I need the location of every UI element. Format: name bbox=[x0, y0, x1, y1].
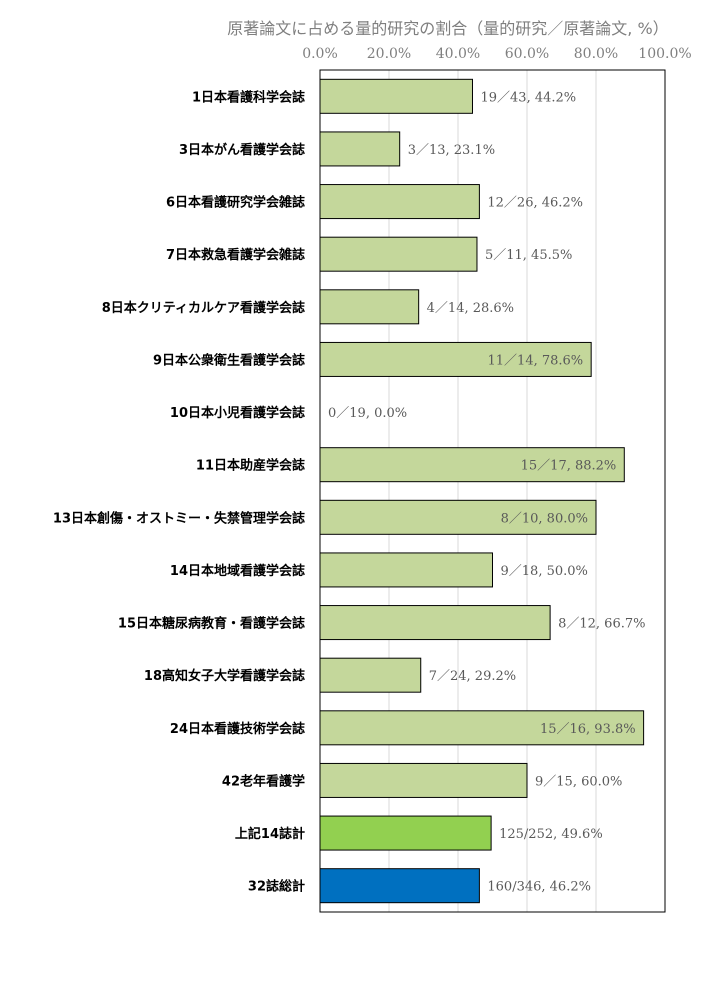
data-label: 19／43, 44.2% bbox=[480, 90, 576, 105]
bar bbox=[319, 131, 401, 167]
category-label: 24日本看護技術学会誌 bbox=[170, 721, 305, 737]
x-tick-label: 60.0% bbox=[505, 46, 549, 62]
data-label: 9／15, 60.0% bbox=[535, 774, 622, 789]
data-label: 125/252, 49.6% bbox=[499, 827, 603, 842]
x-tick-label: 80.0% bbox=[574, 46, 618, 62]
bar bbox=[319, 552, 493, 588]
bar bbox=[319, 710, 645, 746]
data-label: 9／18, 50.0% bbox=[501, 564, 588, 579]
category-label: 7日本救急看護学会雑誌 bbox=[166, 247, 305, 263]
bar bbox=[319, 657, 422, 693]
category-label: 3日本がん看護学会誌 bbox=[179, 142, 305, 158]
bar bbox=[319, 762, 528, 798]
data-label: 8／10, 80.0% bbox=[501, 511, 588, 526]
category-label: 上記14誌計 bbox=[235, 826, 305, 842]
data-label: 15／16, 93.8% bbox=[540, 722, 636, 737]
data-label: 11／14, 78.6% bbox=[488, 353, 584, 368]
category-label: 14日本地域看護学会誌 bbox=[170, 563, 305, 579]
category-label: 1日本看護科学会誌 bbox=[192, 89, 305, 105]
category-label: 13日本創傷・オストミー・失禁管理学会誌 bbox=[53, 510, 305, 526]
category-label: 8日本クリティカルケア看護学会誌 bbox=[102, 300, 305, 316]
category-label: 6日本看護研究学会雑誌 bbox=[166, 195, 305, 211]
bar bbox=[319, 605, 551, 641]
category-label: 18高知女子大学看護学会誌 bbox=[144, 668, 305, 684]
chart-title: 原著論文に占める量的研究の割合（量的研究／原著論文, %） bbox=[227, 19, 668, 38]
bars bbox=[319, 78, 645, 904]
data-label: 12／26, 46.2% bbox=[487, 196, 583, 211]
category-label: 11日本助産学会誌 bbox=[196, 458, 305, 474]
x-tick-label: 0.0% bbox=[302, 46, 338, 62]
data-label: 4／14, 28.6% bbox=[427, 301, 514, 316]
data-label: 8／12, 66.7% bbox=[558, 617, 645, 632]
bar bbox=[319, 236, 478, 272]
data-label: 160/346, 46.2% bbox=[487, 880, 591, 895]
category-label: 9日本公衆衛生看護学会誌 bbox=[153, 352, 305, 368]
x-tick-label: 100.0% bbox=[638, 46, 691, 62]
bar bbox=[319, 815, 492, 851]
bar bbox=[319, 447, 625, 483]
x-tick-label: 20.0% bbox=[367, 46, 411, 62]
data-label: 7／24, 29.2% bbox=[429, 669, 516, 684]
bar bbox=[319, 289, 420, 325]
category-label: 10日本小児看護学会誌 bbox=[170, 405, 305, 421]
bar bbox=[319, 78, 473, 114]
data-label: 3／13, 23.1% bbox=[408, 143, 495, 158]
bar bbox=[319, 499, 597, 535]
data-label: 15／17, 88.2% bbox=[521, 459, 617, 474]
bar bbox=[319, 184, 480, 220]
category-labels: 1日本看護科学会誌 3日本がん看護学会誌 6日本看護研究学会雑誌 7日本救急看護学会雑… bbox=[53, 89, 305, 894]
x-tick-label: 40.0% bbox=[436, 46, 480, 62]
category-label: 42老年看護学 bbox=[222, 773, 305, 789]
plot-area-border bbox=[319, 69, 666, 913]
category-label: 32誌総計 bbox=[248, 879, 305, 895]
data-label: 0／19, 0.0% bbox=[328, 406, 407, 421]
data-labels: 19／43, 44.2% 3／13, 23.1% 12／26, 46.2% 5／11,… bbox=[328, 90, 646, 894]
data-label: 5／11, 45.5% bbox=[485, 248, 572, 263]
bar bbox=[319, 868, 480, 904]
category-label: 15日本糖尿病教育・看護学会誌 bbox=[118, 616, 305, 632]
x-axis-ticks: 0.0% 20.0% 40.0% 60.0% 80.0% 100.0% bbox=[302, 46, 691, 62]
